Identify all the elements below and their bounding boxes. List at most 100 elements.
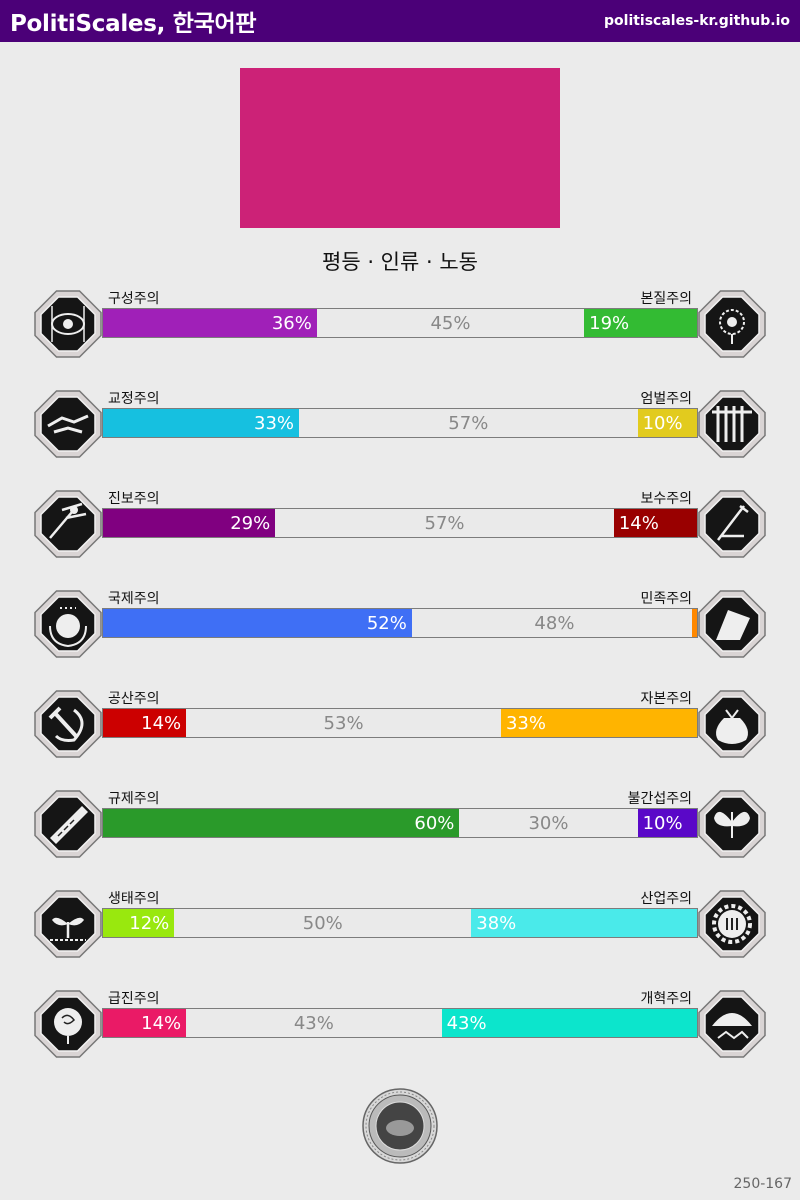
site-url[interactable]: politiscales-kr.github.io (604, 13, 790, 29)
axis-right-value: 10% (642, 812, 683, 834)
flower-icon (696, 288, 768, 360)
eye-icon (32, 288, 104, 360)
axis-left-label: 규제주의 (108, 791, 160, 807)
axis-middle-value: 57% (424, 512, 465, 534)
axis-bar: 29% 57% 14% (102, 508, 698, 538)
axis-row: 교정주의 엄벌주의 33% 57% 10% (0, 388, 800, 468)
axis-middle-segment: 45% (317, 309, 584, 337)
axis-middle-segment: 57% (299, 409, 638, 437)
axis-left-label: 교정주의 (108, 391, 160, 407)
axis-left-segment: 60% (103, 809, 460, 837)
axis-left-value: 14% (141, 712, 182, 734)
axis-left-segment: 33% (103, 409, 300, 437)
axis-left-segment: 52% (103, 609, 412, 637)
axis-left-segment: 14% (103, 709, 187, 737)
torch-icon (32, 488, 104, 560)
white-flag-icon (696, 588, 768, 660)
axis-bar: 14% 43% 43% (102, 1008, 698, 1038)
axis-left-value: 14% (141, 1012, 182, 1034)
axis-right-segment: 14% (613, 509, 697, 537)
axis-right-label: 개혁주의 (640, 991, 692, 1007)
axis-middle-value: 48% (534, 612, 575, 634)
gear-icon (696, 888, 768, 960)
header-bar: PolitiScales, 한국어판 politiscales-kr.githu… (0, 0, 800, 42)
axis-left-value: 29% (230, 512, 271, 534)
axis-middle-value: 30% (528, 812, 569, 834)
axis-middle-value: 50% (302, 912, 343, 934)
sprout-icon (32, 888, 104, 960)
axis-right-value: 33% (505, 712, 546, 734)
axis-right-value: 38% (476, 912, 517, 934)
handshake-icon (32, 388, 104, 460)
axis-left-label: 진보주의 (108, 491, 160, 507)
axis-right-segment: 33% (500, 709, 697, 737)
axis-middle-segment: 30% (459, 809, 637, 837)
axis-left-value: 60% (414, 812, 455, 834)
axis-middle-value: 45% (430, 312, 471, 334)
axis-right-segment (692, 609, 697, 637)
axis-row: 국제주의 민족주의 52% 48% (0, 588, 800, 668)
axis-bar: 14% 53% 33% (102, 708, 698, 738)
axis-bar: 12% 50% 38% (102, 908, 698, 938)
axis-row: 구성주의 본질주의 36% 45% 19% (0, 288, 800, 368)
axis-right-label: 보수주의 (640, 491, 692, 507)
axis-middle-segment: 57% (275, 509, 614, 537)
axis-left-segment: 12% (103, 909, 175, 937)
axis-bar: 52% 48% (102, 608, 698, 638)
ruler-icon (32, 788, 104, 860)
axis-middle-segment: 43% (186, 1009, 441, 1037)
axis-middle-segment: 50% (174, 909, 471, 937)
axis-right-label: 민족주의 (640, 591, 692, 607)
money-bag-icon (696, 688, 768, 760)
axis-left-value: 52% (366, 612, 407, 634)
axis-middle-segment: 48% (412, 609, 697, 637)
axis-right-value: 14% (618, 512, 659, 534)
prison-bars-icon (696, 388, 768, 460)
axis-right-segment: 43% (441, 1009, 697, 1037)
axis-right-segment: 19% (584, 309, 697, 337)
axis-left-label: 구성주의 (108, 291, 160, 307)
app-title: PolitiScales, 한국어판 (10, 11, 257, 37)
axis-row: 진보주의 보수주의 29% 57% 14% (0, 488, 800, 568)
axis-right-label: 산업주의 (640, 891, 692, 907)
axis-left-segment: 14% (103, 1009, 187, 1037)
axis-right-label: 엄벌주의 (640, 391, 692, 407)
axis-right-label: 불간섭주의 (627, 791, 692, 807)
seal-icon (362, 1088, 438, 1164)
axis-middle-value: 57% (448, 412, 489, 434)
axis-right-segment: 10% (637, 409, 697, 437)
axis-row: 급진주의 개혁주의 14% 43% 43% (0, 988, 800, 1068)
axis-right-segment: 38% (471, 909, 697, 937)
axis-right-value: 10% (642, 412, 683, 434)
axis-right-value: 19% (589, 312, 630, 334)
axis-left-value: 36% (271, 312, 312, 334)
axis-left-label: 공산주의 (108, 691, 160, 707)
axis-right-segment: 10% (637, 809, 697, 837)
quill-icon (696, 488, 768, 560)
rose-icon (32, 988, 104, 1060)
axis-middle-value: 43% (293, 1012, 334, 1034)
axis-middle-value: 53% (323, 712, 364, 734)
axis-right-label: 자본주의 (640, 691, 692, 707)
axis-bar: 36% 45% 19% (102, 308, 698, 338)
axis-left-value: 33% (254, 412, 295, 434)
axis-middle-segment: 53% (186, 709, 501, 737)
axis-row: 공산주의 자본주의 14% 53% 33% (0, 688, 800, 768)
butterfly-icon (696, 788, 768, 860)
axis-left-label: 생태주의 (108, 891, 160, 907)
axis-left-segment: 36% (103, 309, 317, 337)
footer-code: 250-167 (733, 1176, 793, 1192)
axis-left-segment: 29% (103, 509, 276, 537)
axis-bar: 33% 57% 10% (102, 408, 698, 438)
axis-right-label: 본질주의 (640, 291, 692, 307)
axis-left-value: 12% (129, 912, 170, 934)
axis-left-label: 국제주의 (108, 591, 160, 607)
axis-right-value: 43% (446, 1012, 487, 1034)
umbrella-icon (696, 988, 768, 1060)
hammer-sickle-icon (32, 688, 104, 760)
axis-left-label: 급진주의 (108, 991, 160, 1007)
axis-row: 규제주의 불간섭주의 60% 30% 10% (0, 788, 800, 868)
slogan: 평등 · 인류 · 노동 (322, 250, 478, 274)
result-flag (240, 68, 560, 228)
axis-bar: 60% 30% 10% (102, 808, 698, 838)
